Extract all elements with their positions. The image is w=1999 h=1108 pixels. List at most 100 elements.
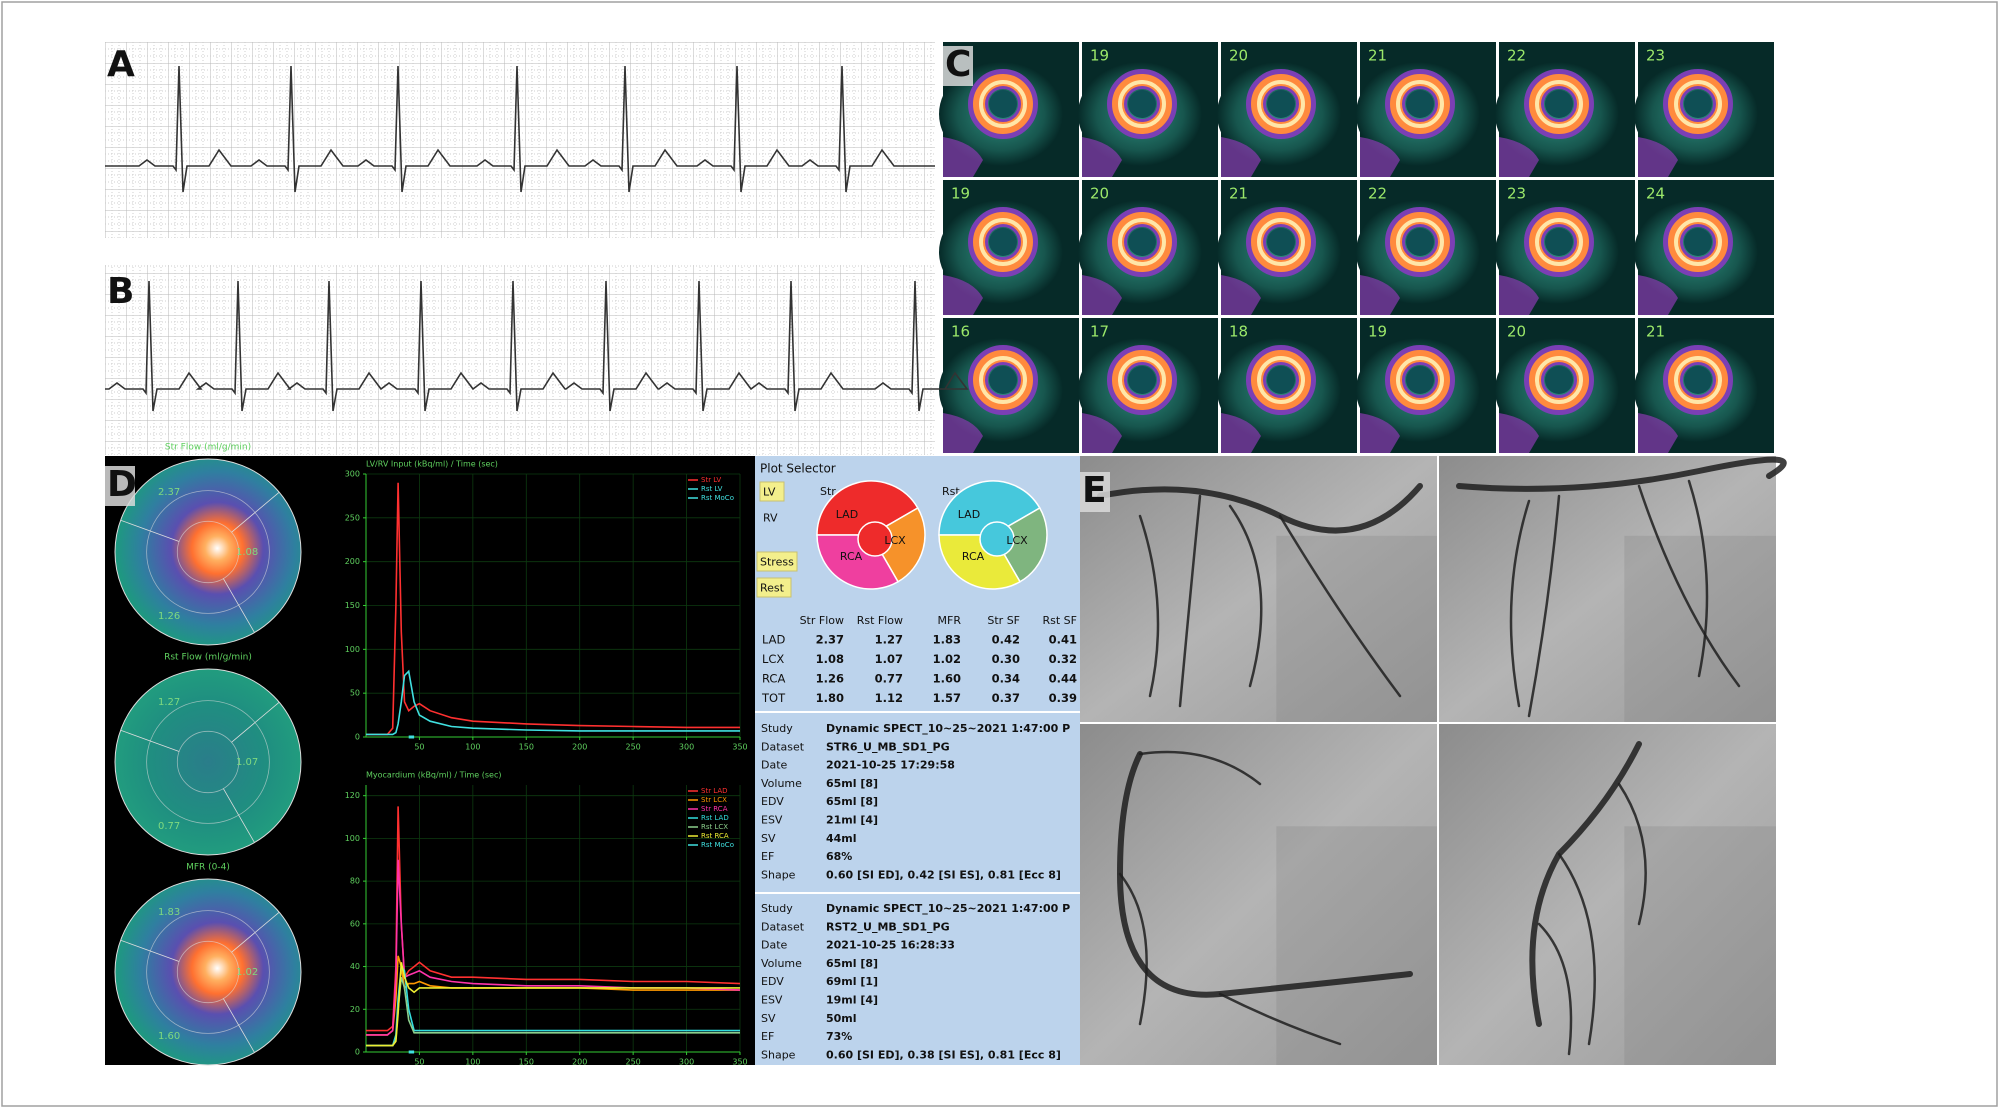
slice-number: 21 (1368, 47, 1387, 65)
slice-number: 23 (1646, 47, 1665, 65)
info-value: 19ml [4] (826, 994, 878, 1007)
slice-number: 19 (951, 185, 970, 203)
slice-cavity (989, 90, 1017, 118)
slice-cavity (989, 366, 1017, 394)
slice-cavity (1684, 228, 1712, 256)
legend-label: Str RCA (701, 805, 728, 813)
x-tick-label: 300 (679, 1058, 694, 1067)
info-key: SV (761, 832, 776, 845)
slice-tail (1221, 137, 1261, 177)
polar-ring (146, 700, 270, 824)
slice-tail (943, 275, 983, 315)
segment-label: RCA (962, 550, 985, 563)
slice-number: 16 (951, 323, 970, 341)
segment[interactable] (991, 506, 1048, 583)
label-bg (1080, 472, 1110, 512)
y-tick-label: 100 (345, 645, 360, 654)
y-tick-label: 120 (345, 791, 360, 800)
slice-ring-inner (979, 356, 1027, 404)
x-tick-label: 250 (626, 1058, 641, 1067)
info-value: 69ml [1] (826, 975, 878, 988)
slice-ring-inner (1118, 80, 1166, 128)
vessel (1527, 494, 1561, 718)
spect-grid: 19 20 21 22 23 19 20 21 22 23 24 16 17 18 19 20 21 (939, 42, 1776, 455)
button[interactable] (756, 551, 798, 572)
label-bg (105, 466, 135, 506)
info-key: ESV (761, 994, 783, 1007)
vessel (1687, 479, 1709, 678)
info-key: EDV (761, 975, 784, 988)
polar-ring (176, 730, 240, 794)
slice-tail (1082, 137, 1122, 177)
table-cell: 1.12 (875, 691, 903, 705)
segment-label: LCX (1006, 534, 1028, 547)
button-label: Stress (760, 556, 794, 569)
segment[interactable] (869, 506, 926, 583)
table-cell: 0.37 (992, 691, 1020, 705)
chart-title: LV/RV Input (kBq/ml) / Time (sec) (366, 460, 498, 469)
polar-value: 1.83 (158, 907, 180, 918)
slice-tail (1221, 413, 1261, 453)
slice-tail (1221, 275, 1261, 315)
info-value: RST2_U_MB_SD1_PG (826, 920, 950, 933)
slice-cavity (989, 228, 1017, 256)
vessel (1178, 494, 1202, 708)
legend-label: Rst LAD (701, 814, 729, 822)
info-key: EF (761, 850, 774, 863)
polar-ring (146, 490, 270, 614)
y-tick-label: 0 (355, 733, 360, 742)
curves: LV/RV Input (kBq/ml) / Time (sec) 0 50 100 1… (345, 460, 748, 1067)
button[interactable] (756, 577, 792, 598)
slice-ring-inner (1396, 218, 1444, 266)
table-cell: 0.42 (992, 633, 1020, 647)
selector-title: Plot Selector (760, 462, 836, 476)
info-value: 2021-10-25 17:29:58 (826, 759, 955, 772)
x-tick-label: 100 (465, 743, 480, 752)
y-tick-label: 200 (345, 557, 360, 566)
slice-number: 24 (1646, 185, 1665, 203)
legend-label: Str LAD (701, 787, 728, 795)
x-tick-label: 250 (626, 743, 641, 752)
polar-map (114, 668, 302, 856)
angiogram (1439, 456, 1776, 722)
info-key: EF (761, 1030, 774, 1043)
vessel (1456, 456, 1787, 492)
slice-ring-inner (1118, 218, 1166, 266)
info-value: 50ml (826, 1012, 857, 1025)
x-tick-label: 200 (572, 1058, 587, 1067)
polar-map (114, 458, 302, 646)
slice-tail (1638, 137, 1678, 177)
info-key: Date (761, 939, 788, 952)
slice-number: 17 (1090, 323, 1109, 341)
vessel (1637, 484, 1741, 688)
slice-ring-inner (1674, 218, 1722, 266)
segment-label: LCX (884, 534, 906, 547)
segment-core (857, 521, 893, 557)
segment[interactable] (816, 480, 919, 536)
info-value: 21ml [4] (826, 814, 878, 827)
angio-shade (1276, 535, 1437, 722)
slice-number: 22 (1507, 47, 1526, 65)
polar-value: 1.08 (236, 547, 258, 558)
polar-ring (146, 910, 270, 1034)
info-value: 0.60 [SI ED], 0.42 [SI ES], 0.81 [Ecc 8] (826, 868, 1061, 881)
vessel (1557, 852, 1596, 1046)
table-cell: 0.77 (875, 672, 903, 686)
x-tick-label: 150 (519, 743, 534, 752)
button[interactable] (759, 481, 785, 502)
slice-ring-inner (1396, 356, 1444, 404)
legend-label: Rst LCX (701, 823, 728, 831)
segment[interactable] (938, 480, 1041, 536)
vessel (1138, 750, 1262, 786)
table-cell: 1.08 (816, 652, 844, 666)
panel-label: A (107, 44, 135, 85)
vessel (1537, 922, 1573, 1056)
slice-ring-inner (1396, 80, 1444, 128)
x-tick-label: 350 (732, 1058, 747, 1067)
legend-label: Rst LV (701, 485, 723, 493)
slice-ring-inner (979, 218, 1027, 266)
slice-tail (1499, 413, 1539, 453)
slice-cavity (1128, 228, 1156, 256)
slice-tail (1360, 413, 1400, 453)
